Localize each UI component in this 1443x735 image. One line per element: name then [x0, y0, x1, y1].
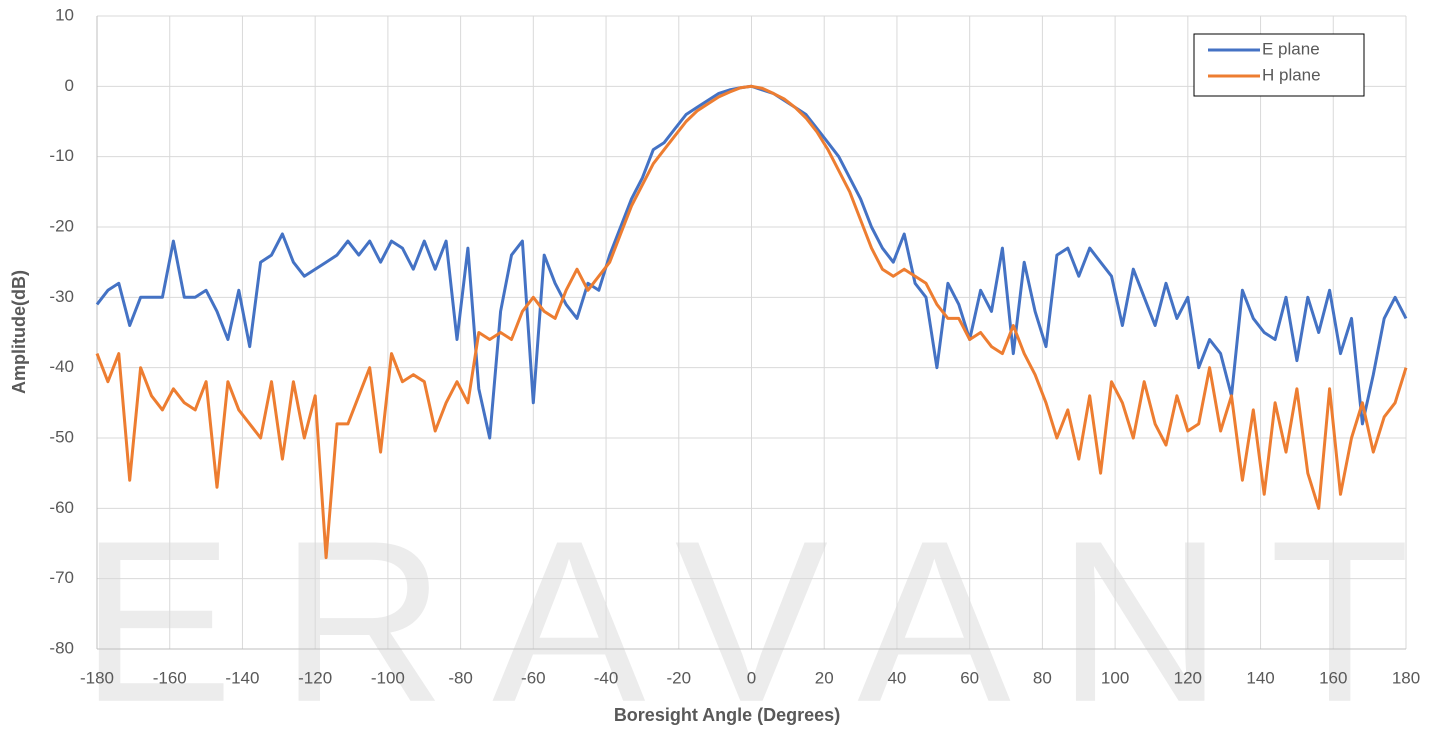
y-tick-label: -40 — [49, 357, 74, 376]
x-tick-label: 140 — [1246, 668, 1274, 687]
x-tick-label: -80 — [448, 668, 473, 687]
x-tick-label: 40 — [887, 668, 906, 687]
y-tick-label: -50 — [49, 427, 74, 446]
y-tick-label: -30 — [49, 287, 74, 306]
x-tick-label: 60 — [960, 668, 979, 687]
y-axis-label: Amplitude(dB) — [9, 270, 29, 394]
y-tick-label: -20 — [49, 216, 74, 235]
y-tick-label: -70 — [49, 568, 74, 587]
x-tick-label: -20 — [666, 668, 691, 687]
y-tick-label: -80 — [49, 638, 74, 657]
x-tick-label: 20 — [815, 668, 834, 687]
x-tick-label: -180 — [80, 668, 114, 687]
x-tick-label: 120 — [1174, 668, 1202, 687]
legend-label: E plane — [1262, 39, 1320, 58]
y-tick-label: 0 — [65, 76, 74, 95]
x-tick-label: 100 — [1101, 668, 1129, 687]
y-tick-label: -60 — [49, 498, 74, 517]
x-tick-label: -40 — [594, 668, 619, 687]
x-tick-label: -120 — [298, 668, 332, 687]
x-tick-label: -160 — [153, 668, 187, 687]
watermark: ERAVANT — [80, 493, 1410, 730]
x-tick-label: 180 — [1392, 668, 1420, 687]
legend-box — [1193, 33, 1365, 97]
x-tick-label: -100 — [371, 668, 405, 687]
legend-label: H plane — [1262, 65, 1321, 84]
x-tick-label: 160 — [1319, 668, 1347, 687]
x-tick-label: 0 — [747, 668, 756, 687]
x-axis-label: Boresight Angle (Degrees) — [614, 705, 840, 725]
x-tick-label: -60 — [521, 668, 546, 687]
x-tick-label: -140 — [225, 668, 259, 687]
y-tick-label: -10 — [49, 146, 74, 165]
y-tick-label: 10 — [55, 5, 74, 24]
series-line — [95, 84, 1408, 560]
x-tick-label: 80 — [1033, 668, 1052, 687]
